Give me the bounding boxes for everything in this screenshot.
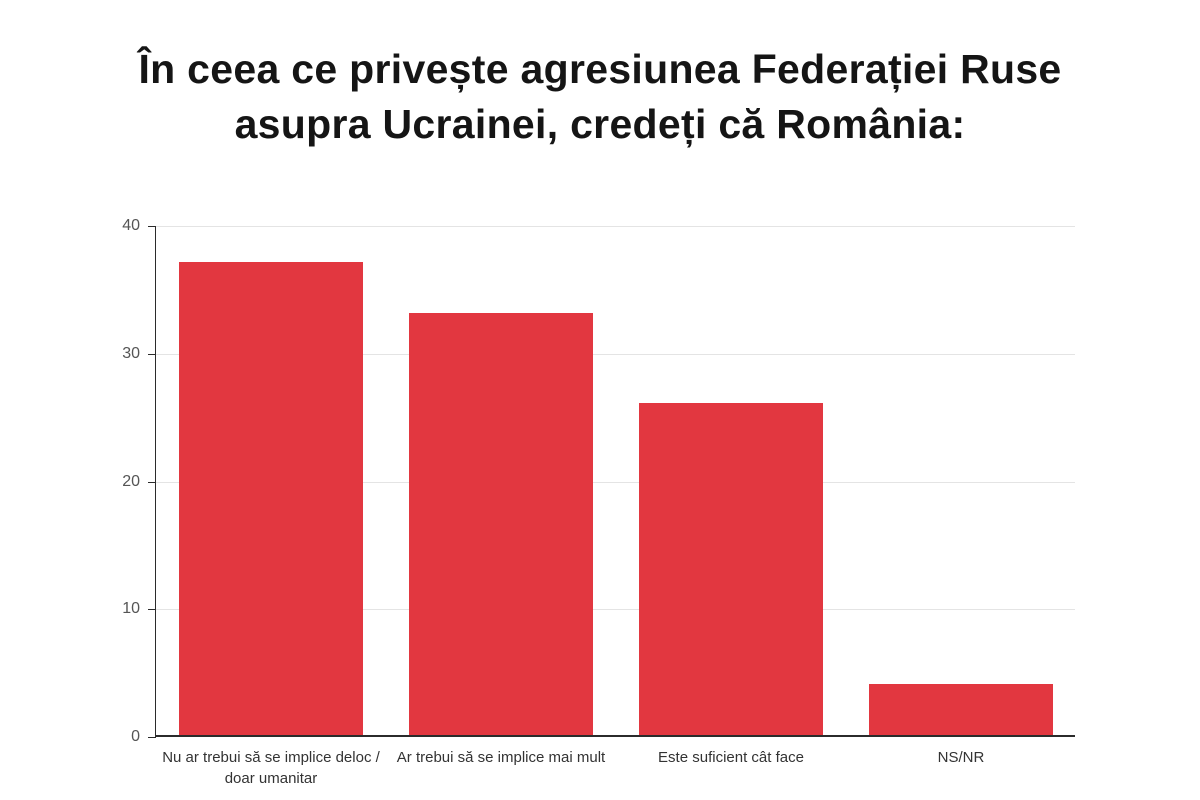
- y-tick-label: 10: [122, 600, 140, 618]
- y-tick-label: 0: [131, 728, 140, 745]
- y-tick-label: 30: [122, 344, 140, 362]
- bar-3: [639, 403, 823, 735]
- bar-1: [179, 262, 363, 735]
- x-axis-label: NS/NR: [937, 749, 985, 766]
- x-axis-label: Ar trebui să se implice mai mult: [396, 749, 606, 766]
- y-axis-tick: [148, 737, 156, 738]
- gridline: [156, 353, 1075, 355]
- chart-title: În ceea ce privește agresiunea Federație…: [0, 42, 1200, 151]
- bar-2: [409, 313, 593, 735]
- chart-title-line-1: În ceea ce privește agresiunea Federație…: [138, 46, 1062, 92]
- y-axis-tick: [148, 226, 156, 227]
- y-tick-label: 20: [122, 472, 140, 490]
- y-axis-tick: [148, 353, 156, 355]
- y-tick-label: 40: [122, 217, 140, 234]
- gridline: [156, 226, 1075, 227]
- y-axis-tick: [148, 481, 156, 483]
- gridline: [156, 609, 1075, 611]
- x-axis-label: Este suficient cât face: [658, 749, 804, 766]
- y-axis-tick: [148, 609, 156, 611]
- bar-4: [869, 684, 1053, 735]
- x-axis-label: Nu ar trebui să se implice deloc / doar …: [162, 749, 380, 787]
- chart-title-line-2: asupra Ucrainei, credeți că România:: [234, 100, 966, 147]
- gridline: [156, 481, 1075, 483]
- bar-chart-plot-area: 0 10 20 30 40 Nu ar trebui să se implice delo…: [122, 217, 1075, 787]
